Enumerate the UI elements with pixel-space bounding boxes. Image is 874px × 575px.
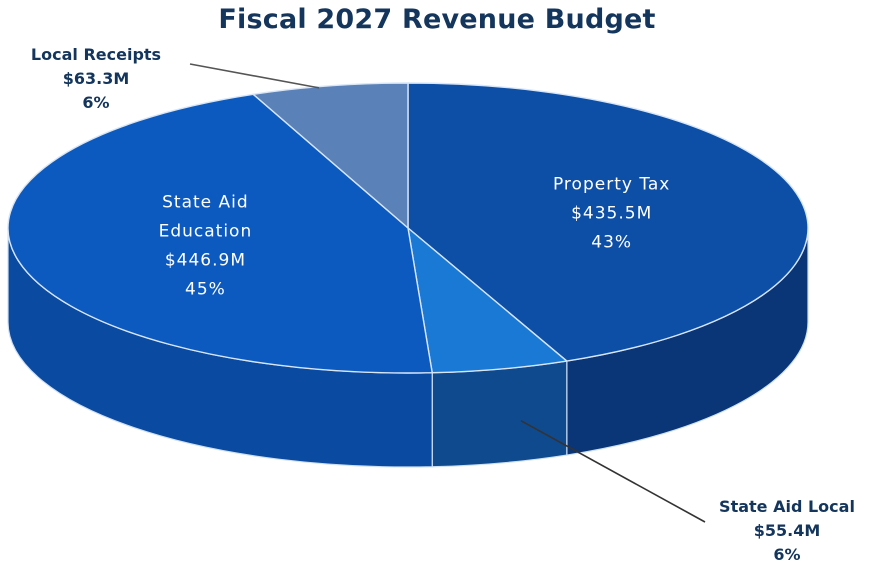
state-aid-education-label-1: Education	[159, 222, 253, 242]
state-aid-local-leader-line	[520, 420, 706, 523]
local-receipts-label-0: Local Receipts	[31, 45, 161, 64]
local-receipts-label-1: $63.3M	[63, 69, 130, 88]
state-aid-local-label-1: $55.4M	[754, 521, 821, 540]
state-aid-education-label-3: 45%	[185, 280, 226, 300]
side-state-aid-local	[431, 360, 568, 468]
chart-title: Fiscal 2027 Revenue Budget	[218, 4, 656, 35]
slice-state-aid-education	[7, 93, 433, 374]
local-receipts-label-2: 6%	[82, 93, 109, 112]
slice-property-tax	[407, 82, 809, 362]
slice-labels: Property Tax $435.5M 43% State Aid Local $55…	[31, 45, 855, 564]
slice-state-aid-local	[407, 227, 568, 374]
state-aid-local-label-2: 6%	[773, 545, 800, 564]
state-aid-education-label-2: $446.9M	[165, 251, 246, 271]
state-aid-local-label-0: State Aid Local	[719, 497, 855, 516]
pie-top-faces	[7, 82, 809, 374]
property-tax-label-0: Property Tax	[553, 175, 670, 195]
state-aid-education-label-0: State Aid	[162, 193, 249, 213]
local-receipts-leader-line	[189, 63, 320, 89]
pie-side-walls	[7, 227, 809, 468]
slice-local-receipts	[252, 82, 409, 229]
property-tax-label-1: $435.5M	[571, 204, 652, 224]
property-tax-label-2: 43%	[591, 233, 632, 253]
